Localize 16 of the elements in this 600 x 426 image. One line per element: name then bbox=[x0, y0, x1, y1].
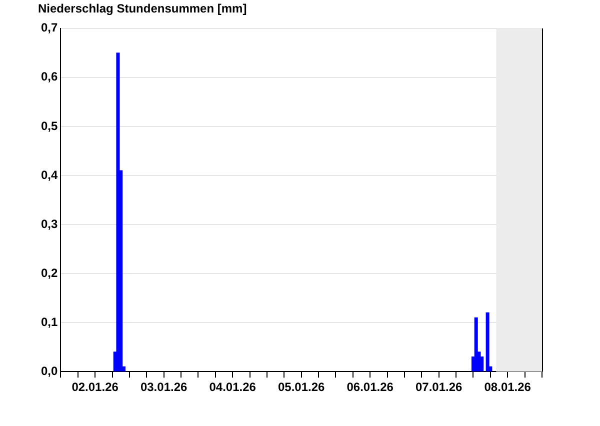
x-tick-label: 06.01.26 bbox=[346, 380, 394, 394]
y-tick-label: 0,5 bbox=[40, 118, 58, 133]
x-tick-label: 02.01.26 bbox=[72, 380, 119, 394]
x-tick-label: 08.01.26 bbox=[484, 380, 532, 394]
x-tick-label: 05.01.26 bbox=[278, 380, 326, 394]
y-tick-label: 0,7 bbox=[40, 20, 58, 35]
x-tick-label: 03.01.26 bbox=[140, 380, 188, 394]
y-tick-label: 0,3 bbox=[40, 216, 58, 231]
chart-title: Niederschlag Stundensummen [mm] bbox=[38, 2, 247, 16]
y-tick-label: 0,2 bbox=[40, 266, 58, 280]
y-tick-label: 0,4 bbox=[40, 168, 58, 182]
y-tick-label: 0,0 bbox=[40, 364, 58, 378]
x-tick-label: 04.01.26 bbox=[209, 380, 256, 394]
y-tick-label: 0,1 bbox=[40, 314, 58, 329]
y-tick-label: 0,6 bbox=[40, 70, 58, 84]
x-tick-label: 07.01.26 bbox=[416, 380, 463, 394]
